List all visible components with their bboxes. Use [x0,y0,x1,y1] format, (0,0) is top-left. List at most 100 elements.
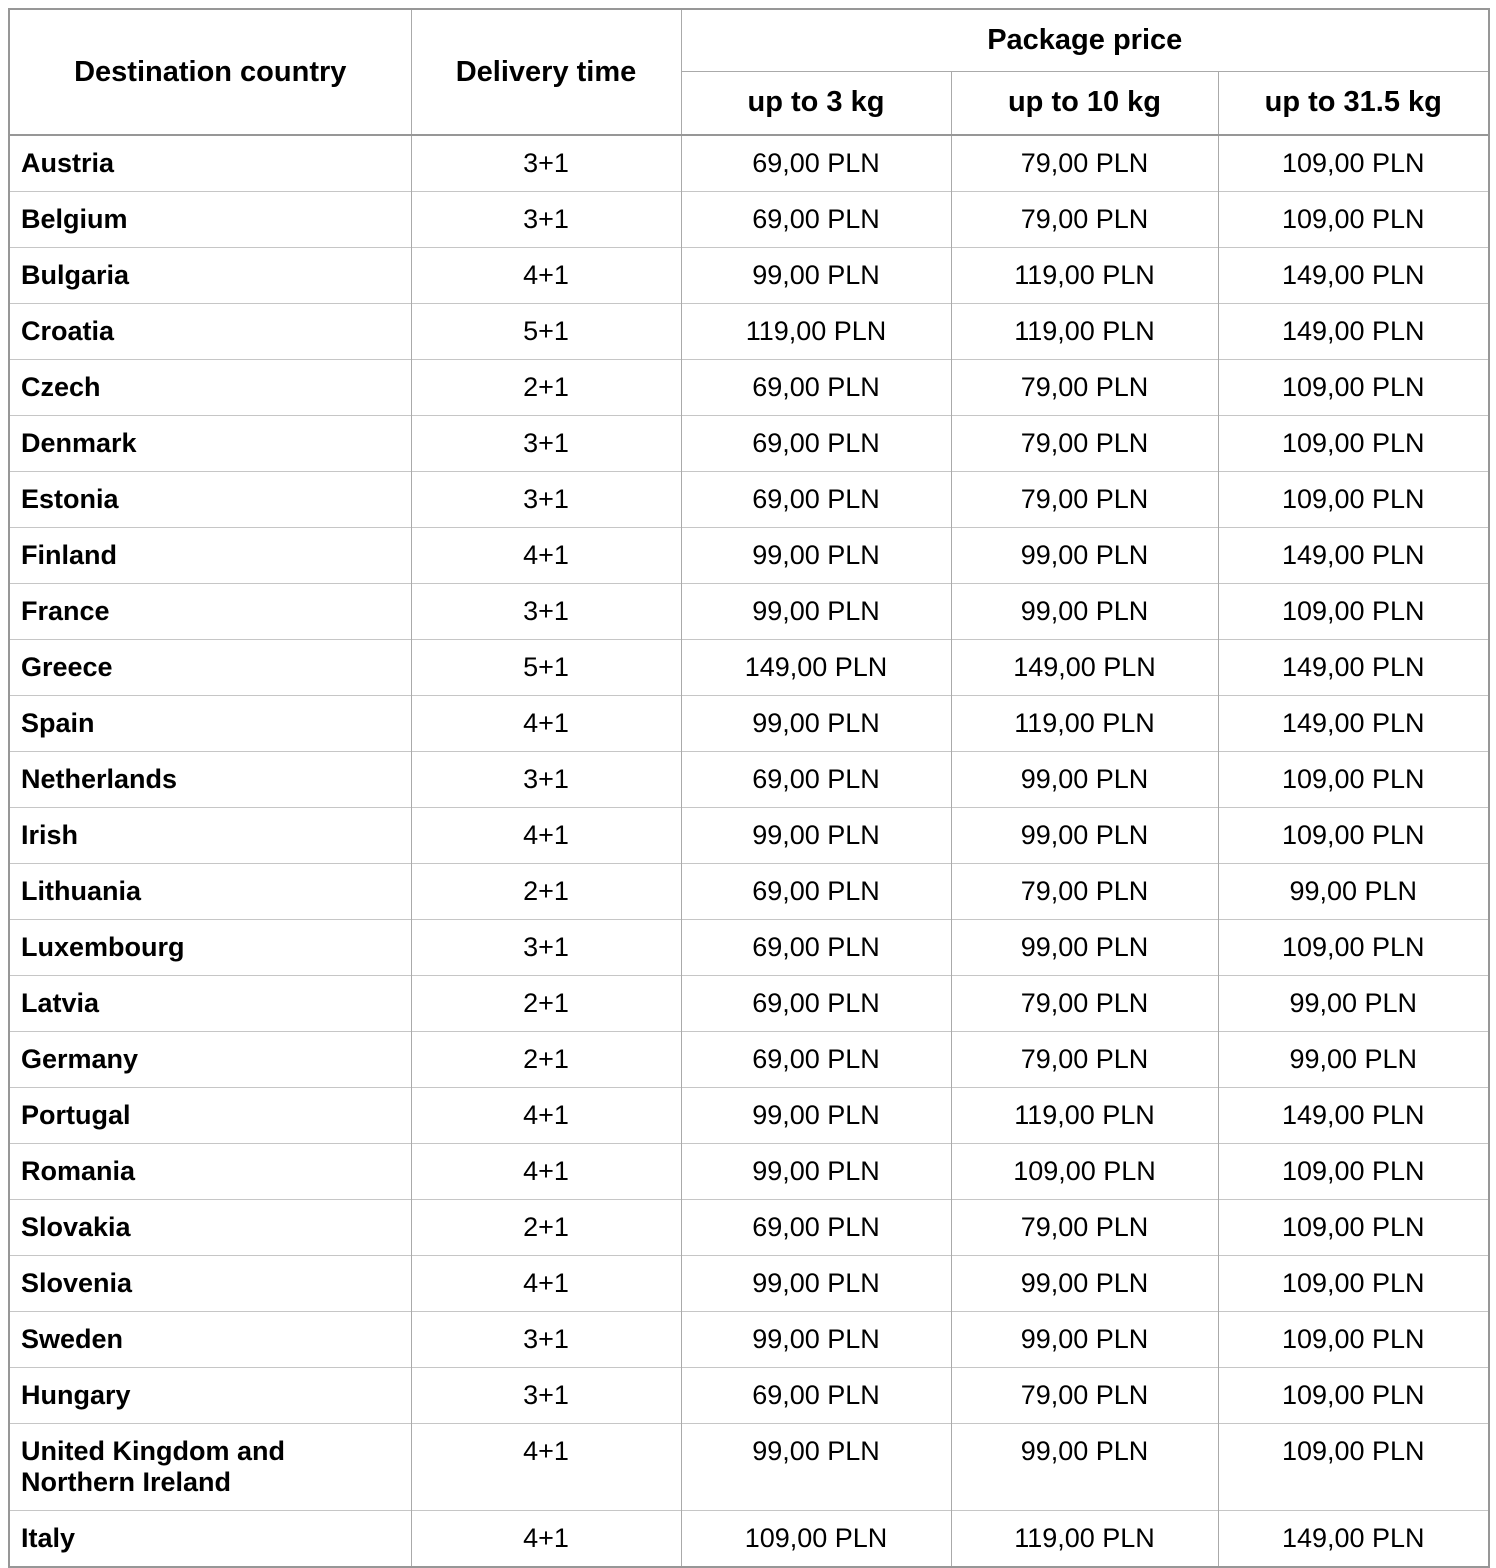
table-row: Slovenia 4+1 99,00 PLN 99,00 PLN 109,00 … [8,1255,1489,1312]
price-up-to-10kg-cell: 99,00 PLN [950,1255,1218,1312]
price-up-to-3kg-cell: 99,00 PLN [680,247,951,304]
price-up-to-31-5kg-cell: 109,00 PLN [1217,415,1489,472]
price-up-to-31-5kg-cell: 109,00 PLN [1217,919,1489,976]
price-up-to-31-5kg-cell: 109,00 PLN [1217,191,1489,248]
price-up-to-3kg-cell: 99,00 PLN [680,527,951,584]
header-package-price: Package price [680,9,1489,72]
price-up-to-31-5kg-cell: 109,00 PLN [1217,134,1489,192]
delivery-time-cell: 4+1 [410,1143,681,1200]
country-cell: Germany [8,1031,411,1088]
table-row: Slovakia 2+1 69,00 PLN 79,00 PLN 109,00 … [8,1199,1489,1256]
table-row: Romania 4+1 99,00 PLN 109,00 PLN 109,00 … [8,1143,1489,1200]
price-up-to-3kg-cell: 69,00 PLN [680,975,951,1032]
price-up-to-31-5kg-cell: 149,00 PLN [1217,303,1489,360]
delivery-time-cell: 4+1 [410,527,681,584]
table-row: Bulgaria 4+1 99,00 PLN 119,00 PLN 149,00… [8,247,1489,304]
price-up-to-3kg-cell: 69,00 PLN [680,134,951,192]
price-up-to-31-5kg-cell: 109,00 PLN [1217,1143,1489,1200]
table-row: Lithuania 2+1 69,00 PLN 79,00 PLN 99,00 … [8,863,1489,920]
price-up-to-3kg-cell: 69,00 PLN [680,191,951,248]
country-cell: Hungary [8,1367,411,1424]
price-up-to-31-5kg-cell: 109,00 PLN [1217,1423,1489,1511]
price-up-to-3kg-cell: 69,00 PLN [680,1199,951,1256]
table-row: Luxembourg 3+1 69,00 PLN 99,00 PLN 109,0… [8,919,1489,976]
delivery-time-cell: 3+1 [410,1367,681,1424]
country-cell: Croatia [8,303,411,360]
table-row: Spain 4+1 99,00 PLN 119,00 PLN 149,00 PL… [8,695,1489,752]
country-cell: Bulgaria [8,247,411,304]
country-cell: Netherlands [8,751,411,808]
price-up-to-10kg-cell: 149,00 PLN [950,639,1218,696]
price-up-to-3kg-cell: 69,00 PLN [680,359,951,416]
price-up-to-10kg-cell: 79,00 PLN [950,1367,1218,1424]
delivery-time-cell: 3+1 [410,191,681,248]
price-up-to-3kg-cell: 99,00 PLN [680,1423,951,1511]
table-row: Netherlands 3+1 69,00 PLN 99,00 PLN 109,… [8,751,1489,808]
price-up-to-10kg-cell: 99,00 PLN [950,1423,1218,1511]
table-row: Finland 4+1 99,00 PLN 99,00 PLN 149,00 P… [8,527,1489,584]
price-up-to-3kg-cell: 69,00 PLN [680,919,951,976]
price-up-to-10kg-cell: 99,00 PLN [950,1311,1218,1368]
price-up-to-31-5kg-cell: 149,00 PLN [1217,695,1489,752]
price-up-to-31-5kg-cell: 149,00 PLN [1217,1510,1489,1567]
price-up-to-10kg-cell: 109,00 PLN [950,1143,1218,1200]
delivery-time-cell: 4+1 [410,247,681,304]
table-row: Latvia 2+1 69,00 PLN 79,00 PLN 99,00 PLN [8,975,1489,1032]
price-up-to-3kg-cell: 119,00 PLN [680,303,951,360]
header-row-weights: up to 3 kg up to 10 kg up to 31.5 kg [9,71,1489,136]
delivery-time-cell: 4+1 [410,807,681,864]
delivery-time-cell: 2+1 [410,863,681,920]
table-row: Belgium 3+1 69,00 PLN 79,00 PLN 109,00 P… [8,191,1489,248]
price-up-to-10kg-cell: 79,00 PLN [950,975,1218,1032]
price-up-to-31-5kg-cell: 149,00 PLN [1217,639,1489,696]
price-up-to-31-5kg-cell: 109,00 PLN [1217,751,1489,808]
price-up-to-31-5kg-cell: 149,00 PLN [1217,1087,1489,1144]
table-row: Hungary 3+1 69,00 PLN 79,00 PLN 109,00 P… [8,1367,1489,1424]
country-cell: France [8,583,411,640]
delivery-time-cell: 5+1 [410,639,681,696]
price-up-to-10kg-cell: 99,00 PLN [950,919,1218,976]
price-up-to-10kg-cell: 99,00 PLN [950,527,1218,584]
delivery-time-cell: 4+1 [410,1255,681,1312]
price-up-to-10kg-cell: 79,00 PLN [950,359,1218,416]
table-row: Portugal 4+1 99,00 PLN 119,00 PLN 149,00… [8,1087,1489,1144]
country-cell: Romania [8,1143,411,1200]
header-destination-country: Destination country [8,9,411,136]
country-cell: United Kingdom and Northern Ireland [8,1423,411,1511]
delivery-time-cell: 3+1 [410,1311,681,1368]
delivery-time-cell: 4+1 [410,1510,681,1567]
delivery-time-cell: 4+1 [410,1087,681,1144]
header-up-to-10kg: up to 10 kg [950,71,1218,136]
price-up-to-10kg-cell: 99,00 PLN [950,807,1218,864]
country-cell: Spain [8,695,411,752]
country-cell: Austria [8,134,411,192]
price-up-to-10kg-cell: 119,00 PLN [950,695,1218,752]
price-up-to-3kg-cell: 69,00 PLN [680,751,951,808]
table-row: Denmark 3+1 69,00 PLN 79,00 PLN 109,00 P… [8,415,1489,472]
price-up-to-3kg-cell: 69,00 PLN [680,863,951,920]
price-up-to-10kg-cell: 119,00 PLN [950,247,1218,304]
price-up-to-3kg-cell: 69,00 PLN [680,1031,951,1088]
country-cell: Finland [8,527,411,584]
price-up-to-31-5kg-cell: 149,00 PLN [1217,247,1489,304]
country-cell: Slovakia [8,1199,411,1256]
country-cell: Latvia [8,975,411,1032]
country-cell: Irish [8,807,411,864]
delivery-time-cell: 4+1 [410,695,681,752]
price-up-to-3kg-cell: 99,00 PLN [680,1087,951,1144]
price-up-to-3kg-cell: 69,00 PLN [680,1367,951,1424]
price-up-to-3kg-cell: 99,00 PLN [680,1255,951,1312]
delivery-time-cell: 2+1 [410,975,681,1032]
table-body: Austria 3+1 69,00 PLN 79,00 PLN 109,00 P… [8,134,1489,1567]
country-cell: Czech [8,359,411,416]
table-row: Estonia 3+1 69,00 PLN 79,00 PLN 109,00 P… [8,471,1489,528]
price-up-to-10kg-cell: 119,00 PLN [950,1510,1218,1567]
price-up-to-10kg-cell: 99,00 PLN [950,751,1218,808]
price-up-to-10kg-cell: 119,00 PLN [950,303,1218,360]
table-row: Austria 3+1 69,00 PLN 79,00 PLN 109,00 P… [8,134,1489,192]
table-row: Germany 2+1 69,00 PLN 79,00 PLN 99,00 PL… [8,1031,1489,1088]
price-up-to-10kg-cell: 79,00 PLN [950,134,1218,192]
country-cell: Italy [8,1510,411,1567]
delivery-time-cell: 3+1 [410,471,681,528]
price-up-to-31-5kg-cell: 99,00 PLN [1217,975,1489,1032]
